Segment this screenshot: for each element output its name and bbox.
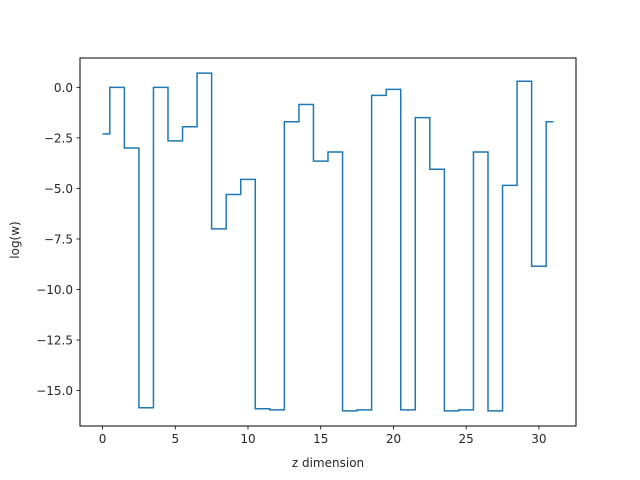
x-axis-ticks: 0 5 10 15 20 25 30 <box>99 426 547 446</box>
y-axis-ticks: 0.0 −2.5 −5.0 −7.5 −10.0 −12.5 −15.0 <box>36 81 80 398</box>
y-tick-label: 0.0 <box>54 81 73 95</box>
y-tick-label: −2.5 <box>44 131 73 145</box>
x-tick-label: 25 <box>459 432 474 446</box>
x-tick-label: 30 <box>531 432 546 446</box>
series-line-0 <box>102 72 554 412</box>
plot-area <box>102 72 554 412</box>
x-tick-label: 10 <box>240 432 255 446</box>
y-tick-label: −7.5 <box>44 232 73 246</box>
y-axis-label: log(w) <box>8 221 22 258</box>
y-tick-label: −15.0 <box>36 384 73 398</box>
x-tick-label: 20 <box>386 432 401 446</box>
y-tick-label: −12.5 <box>36 334 73 348</box>
x-tick-label: 15 <box>313 432 328 446</box>
x-tick-label: 5 <box>171 432 179 446</box>
x-axis-label: z dimension <box>292 456 364 470</box>
y-tick-label: −5.0 <box>44 182 73 196</box>
x-tick-label: 0 <box>99 432 107 446</box>
axes-frame <box>79 57 577 427</box>
y-tick-label: −10.0 <box>36 283 73 297</box>
